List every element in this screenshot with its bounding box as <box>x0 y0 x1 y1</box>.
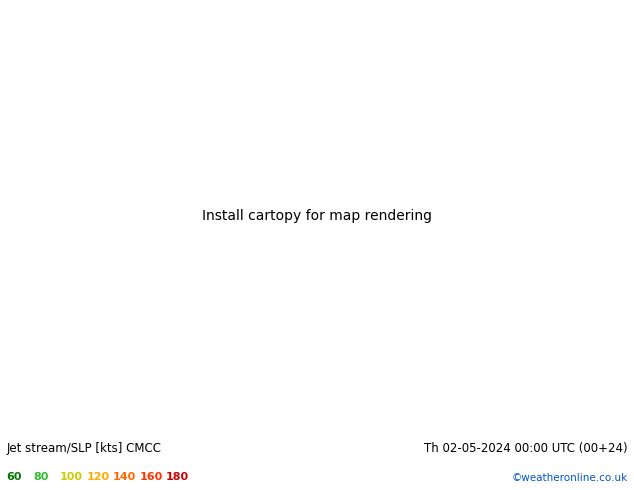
Text: 140: 140 <box>113 472 136 482</box>
Text: 100: 100 <box>60 472 82 482</box>
Text: 180: 180 <box>166 472 189 482</box>
Text: 60: 60 <box>6 472 22 482</box>
Text: 80: 80 <box>33 472 48 482</box>
Text: Install cartopy for map rendering: Install cartopy for map rendering <box>202 209 432 222</box>
Text: Jet stream/SLP [kts] CMCC: Jet stream/SLP [kts] CMCC <box>6 442 161 455</box>
Text: 160: 160 <box>139 472 163 482</box>
Text: Th 02-05-2024 00:00 UTC (00+24): Th 02-05-2024 00:00 UTC (00+24) <box>424 442 628 455</box>
Text: 120: 120 <box>86 472 109 482</box>
Text: ©weatheronline.co.uk: ©weatheronline.co.uk <box>512 473 628 483</box>
